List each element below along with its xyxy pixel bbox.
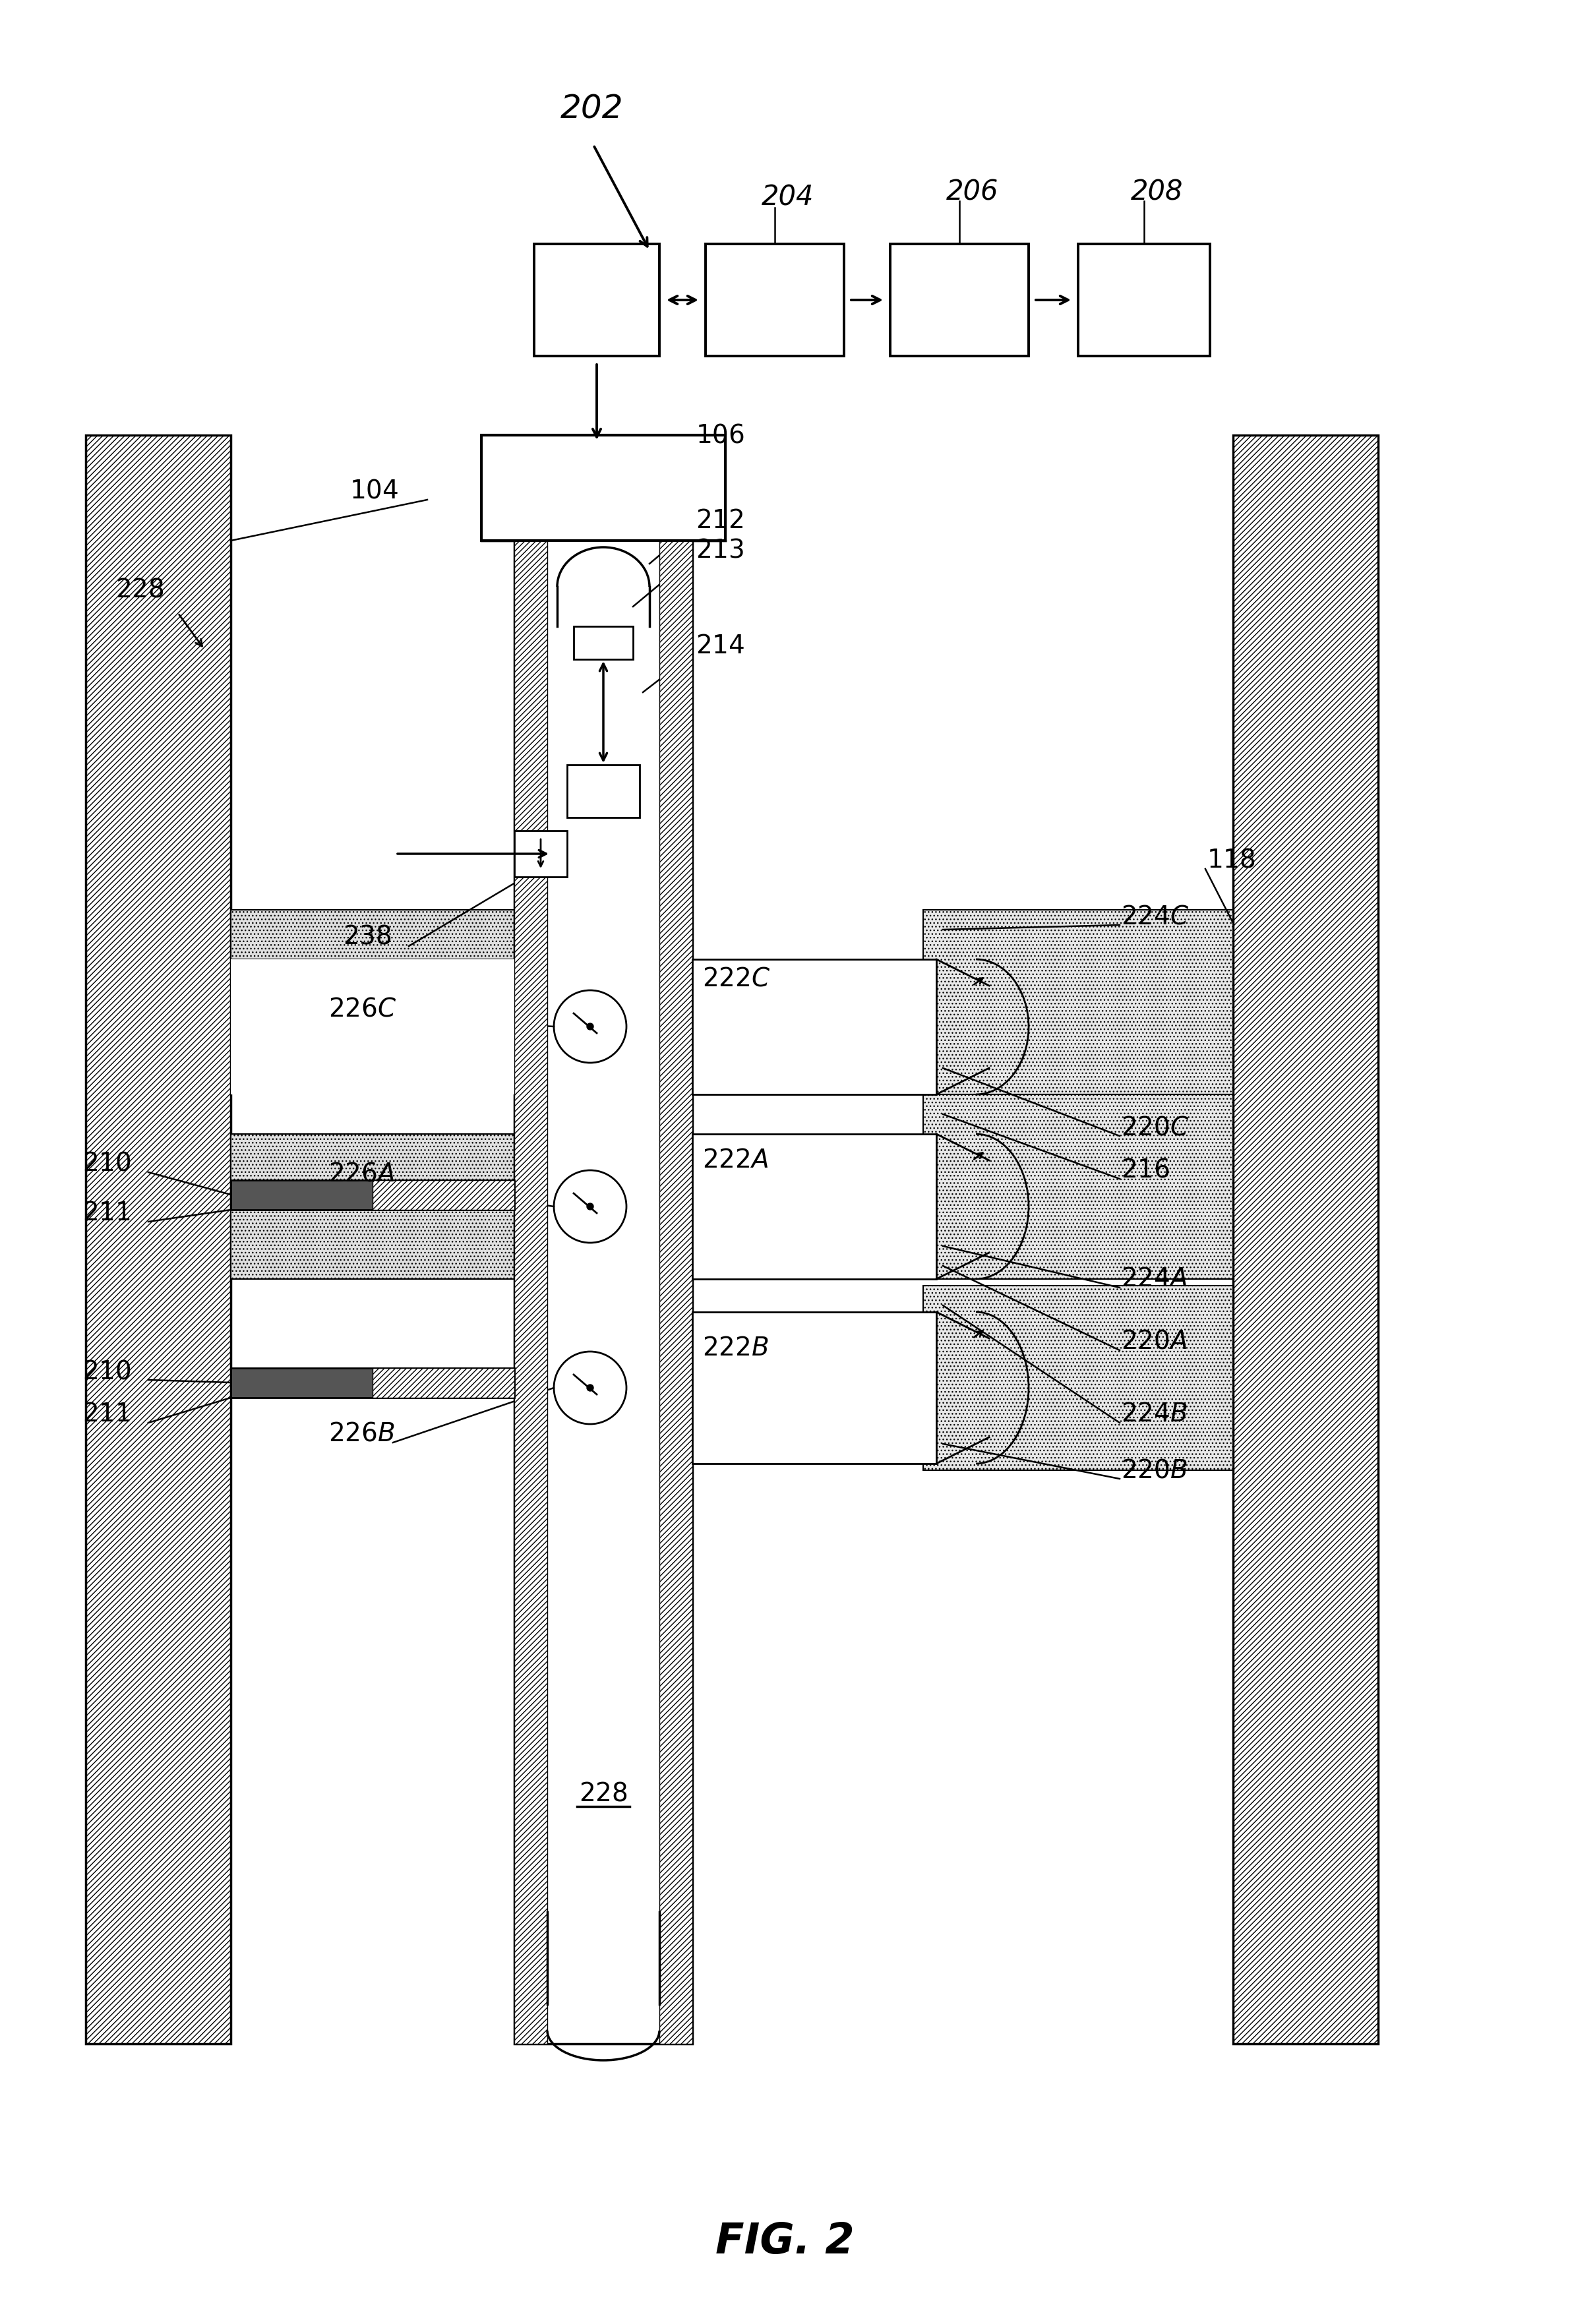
Text: $\mathit{220C}$: $\mathit{220C}$ xyxy=(1121,1116,1188,1139)
Circle shape xyxy=(587,1204,593,1211)
Text: $\mathit{226A}$: $\mathit{226A}$ xyxy=(328,1162,394,1185)
Text: $\mathit{213}$: $\mathit{213}$ xyxy=(696,537,744,562)
Text: $\mathit{224C}$: $\mathit{224C}$ xyxy=(1121,904,1188,930)
Circle shape xyxy=(587,1385,593,1392)
Text: $\mathit{228}$: $\mathit{228}$ xyxy=(115,579,163,602)
Text: 206: 206 xyxy=(947,179,999,207)
Bar xyxy=(567,765,639,818)
Bar xyxy=(692,1313,936,1464)
Bar xyxy=(890,244,1028,356)
Text: $\mathit{224A}$: $\mathit{224A}$ xyxy=(1121,1267,1187,1292)
Bar xyxy=(573,627,633,660)
Bar xyxy=(231,909,515,960)
Text: $\mathit{104}$: $\mathit{104}$ xyxy=(350,479,399,504)
Bar xyxy=(482,435,725,541)
Bar xyxy=(372,1181,515,1211)
Text: $\mathit{222C}$: $\mathit{222C}$ xyxy=(702,967,771,992)
Text: $\mathit{210}$: $\mathit{210}$ xyxy=(82,1150,130,1176)
Text: $\mathit{226C}$: $\mathit{226C}$ xyxy=(328,997,397,1020)
Text: $\mathit{210}$: $\mathit{210}$ xyxy=(82,1360,130,1383)
Text: FIG. 2: FIG. 2 xyxy=(716,2222,854,2261)
Bar xyxy=(372,1369,515,1397)
Text: 202: 202 xyxy=(560,93,623,125)
Text: 208: 208 xyxy=(1130,179,1184,207)
Bar xyxy=(515,435,692,2043)
Text: $\mathit{106}$: $\mathit{106}$ xyxy=(696,423,744,449)
Text: $\mathit{118}$: $\mathit{118}$ xyxy=(1207,848,1254,874)
Bar xyxy=(231,1134,515,1278)
Text: $\mathit{211}$: $\mathit{211}$ xyxy=(82,1202,130,1225)
Text: $\mathit{212}$: $\mathit{212}$ xyxy=(696,509,743,535)
Bar xyxy=(515,435,548,2043)
Text: $\mathit{224B}$: $\mathit{224B}$ xyxy=(1121,1401,1187,1427)
Bar xyxy=(692,960,936,1095)
Bar xyxy=(231,1369,515,1397)
Bar xyxy=(923,1285,1232,1471)
Bar xyxy=(659,435,692,2043)
Text: $\mathit{220A}$: $\mathit{220A}$ xyxy=(1121,1329,1187,1355)
Bar xyxy=(86,435,231,2043)
Text: $\mathit{222A}$: $\mathit{222A}$ xyxy=(702,1148,768,1174)
Text: 204: 204 xyxy=(761,184,813,211)
Bar xyxy=(515,830,567,876)
Bar xyxy=(923,1095,1232,1278)
Text: $\mathit{220B}$: $\mathit{220B}$ xyxy=(1121,1457,1187,1483)
Bar xyxy=(1079,244,1210,356)
Bar xyxy=(231,960,515,1095)
Text: $\mathit{216}$: $\mathit{216}$ xyxy=(1121,1157,1170,1183)
Bar xyxy=(534,244,659,356)
Bar xyxy=(231,1181,515,1211)
Bar xyxy=(692,1134,936,1278)
Text: $\mathit{214}$: $\mathit{214}$ xyxy=(696,634,744,658)
Bar xyxy=(705,244,845,356)
Text: $\mathit{226B}$: $\mathit{226B}$ xyxy=(328,1422,394,1446)
Bar xyxy=(923,909,1232,1095)
Bar xyxy=(1232,435,1378,2043)
Text: $\mathit{222B}$: $\mathit{222B}$ xyxy=(702,1336,768,1362)
Circle shape xyxy=(587,1023,593,1030)
Text: $\mathit{238}$: $\mathit{238}$ xyxy=(342,923,391,948)
Text: $\mathit{211}$: $\mathit{211}$ xyxy=(82,1401,130,1427)
Text: $\mathit{228}$: $\mathit{228}$ xyxy=(579,1780,628,1806)
